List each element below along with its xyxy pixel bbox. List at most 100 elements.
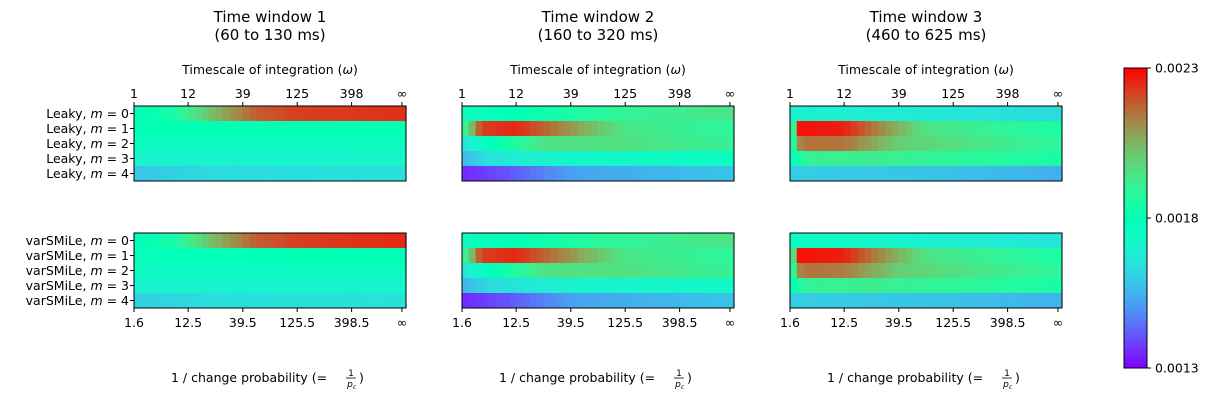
- heatmap-cell: [598, 166, 606, 182]
- heatmap-cell: [666, 248, 674, 264]
- heatmap-cell: [134, 233, 142, 249]
- heatmap-cell: [810, 293, 818, 309]
- heatmap-cell: [168, 293, 176, 309]
- heatmap-cell: [276, 121, 285, 137]
- heatmap-cell: [686, 233, 694, 249]
- heatmap-cell: [283, 121, 291, 137]
- heatmap-cell: [215, 278, 223, 294]
- heatmap-cell: [270, 293, 278, 309]
- heatmap-cell: [557, 151, 565, 167]
- heatmap-cell: [174, 121, 183, 137]
- heatmap-cell: [611, 293, 619, 309]
- row-label-model: varSMiLe,: [26, 233, 91, 248]
- heatmap-cell: [195, 151, 203, 167]
- bottom-tick-label: 398.5: [662, 315, 698, 330]
- heatmap-cell: [215, 151, 223, 167]
- heatmap-cell: [351, 278, 359, 294]
- heatmap-cell: [584, 278, 592, 294]
- heatmap-cell: [803, 166, 811, 182]
- heatmap-cell: [290, 121, 298, 137]
- bottom-tick-label: 39.5: [557, 315, 585, 330]
- heatmap-cell: [242, 151, 251, 167]
- heatmap-cell: [365, 278, 373, 294]
- top-axis-label-close: ): [1009, 62, 1014, 77]
- heatmap-cell: [1041, 166, 1049, 182]
- heatmap-cell: [878, 293, 886, 309]
- heatmap-cell: [966, 293, 975, 309]
- heatmap-cell: [939, 121, 947, 137]
- heatmap-cell: [399, 136, 407, 152]
- heatmap-cell: [1048, 106, 1056, 122]
- heatmap-cell: [297, 263, 305, 279]
- heatmap-cell: [489, 278, 497, 294]
- heatmap-cell: [297, 136, 305, 152]
- row-label: Leaky, m = 2: [46, 136, 129, 151]
- heatmap-cell: [229, 263, 237, 279]
- heatmap-cell: [161, 136, 169, 152]
- heatmap-cell: [871, 136, 879, 152]
- heatmap-cell: [496, 106, 504, 122]
- heatmap-cell: [604, 136, 613, 152]
- heatmap-cell: [550, 151, 558, 167]
- heatmap-cell: [502, 166, 511, 182]
- heatmap-cell: [242, 233, 251, 249]
- heatmap-cell: [632, 293, 640, 309]
- heatmap-cell: [830, 293, 839, 309]
- heatmap-cell: [557, 121, 565, 137]
- heatmap-cell: [686, 106, 694, 122]
- heatmap-cell: [706, 106, 715, 122]
- heatmap-cell: [147, 263, 155, 279]
- heatmap-cell: [276, 293, 285, 309]
- heatmap-cell: [372, 233, 380, 249]
- heatmap-cell: [154, 121, 162, 137]
- heatmap-cell: [392, 136, 400, 152]
- heatmap-cell: [638, 263, 647, 279]
- heatmap-cell: [188, 278, 196, 294]
- heatmap-cell: [188, 151, 196, 167]
- heatmap-cell: [625, 151, 633, 167]
- heatmap-cell: [1041, 293, 1049, 309]
- heatmap-cell: [864, 166, 873, 182]
- heatmap-cell: [672, 106, 681, 122]
- heatmap-cell: [837, 263, 845, 279]
- heatmap-cell: [713, 121, 721, 137]
- heatmap-cell: [564, 293, 572, 309]
- row-label-model: Leaky,: [46, 151, 90, 166]
- heatmap-cell: [181, 278, 189, 294]
- heatmap-cell: [1034, 121, 1043, 137]
- heatmap-cell: [638, 121, 647, 137]
- heatmap-cell: [229, 121, 237, 137]
- heatmap-cell: [181, 166, 189, 182]
- heatmap-cell: [236, 151, 244, 167]
- heatmap-panel-1-leaky: [133, 105, 407, 182]
- heatmap-cell: [727, 136, 735, 152]
- top-axis-label-text: Timescale of integration (: [509, 62, 670, 77]
- bottom-axis-frac-sub: c: [353, 383, 357, 391]
- heatmap-cell: [1014, 106, 1022, 122]
- heatmap-cell: [564, 263, 572, 279]
- heatmap-cell: [966, 233, 975, 249]
- heatmap-cell: [645, 233, 653, 249]
- heatmap-cell: [1000, 233, 1009, 249]
- heatmap-cell: [154, 136, 162, 152]
- heatmap-cell: [304, 136, 312, 152]
- heatmap-cell: [297, 106, 305, 122]
- row-label-m: m: [90, 263, 102, 278]
- heatmap-cell: [632, 278, 640, 294]
- heatmap-cell: [679, 106, 687, 122]
- heatmap-cell: [864, 248, 873, 264]
- heatmap-cell: [174, 233, 183, 249]
- heatmap-cell: [1021, 263, 1029, 279]
- heatmap-cell: [871, 248, 879, 264]
- top-tick-label: 125: [285, 86, 309, 101]
- heatmap-cell: [338, 106, 346, 122]
- heatmap-cell: [188, 248, 196, 264]
- heatmap-cell: [215, 233, 223, 249]
- heatmap-cell: [618, 278, 626, 294]
- heatmap-cell: [304, 166, 312, 182]
- top-axis-label: Timescale of integration (ω): [509, 62, 686, 77]
- heatmap-cell: [270, 121, 278, 137]
- heatmap-cell: [625, 106, 633, 122]
- heatmap-cell: [310, 248, 319, 264]
- heatmap-cell: [652, 293, 660, 309]
